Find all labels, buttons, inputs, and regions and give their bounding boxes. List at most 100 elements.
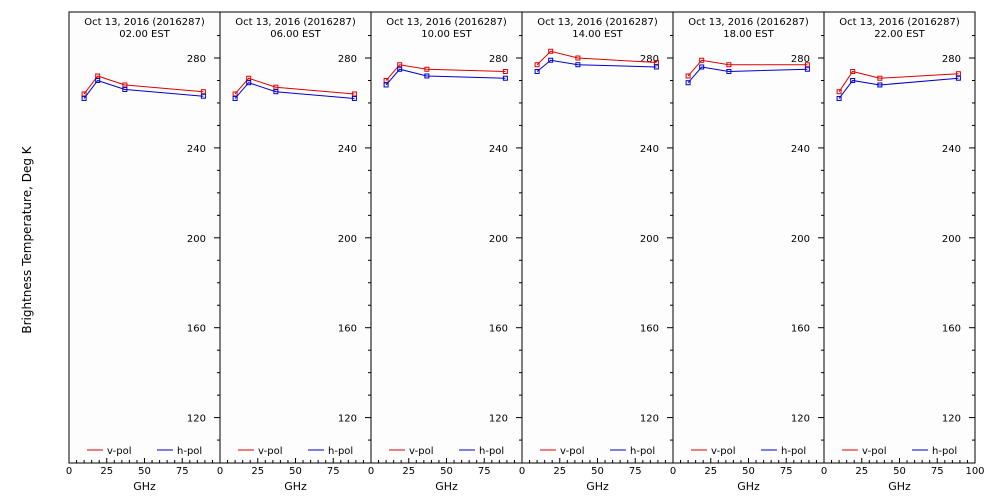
panel-title-time: 22.00 EST <box>874 29 925 40</box>
legend-label-h-pol: h-pol <box>630 446 655 457</box>
x-tick-label: 0 <box>670 466 676 477</box>
panel-title-date: Oct 13, 2016 (2016287) <box>386 17 507 28</box>
x-tick-label: 100 <box>965 466 984 477</box>
x-tick-label: 50 <box>138 466 151 477</box>
data-point-h-pol <box>95 77 101 83</box>
data-point-h-pol <box>804 66 810 72</box>
y-tick-label: 280 <box>187 54 206 65</box>
x-axis-label: GHz <box>737 480 760 493</box>
panel-title-time: 02.00 EST <box>119 29 170 40</box>
y-tick-label: 160 <box>187 324 206 335</box>
panel-frame <box>521 11 674 464</box>
series-line-v-pol <box>536 50 657 66</box>
panel-title-time: 06.00 EST <box>270 29 321 40</box>
panel-title-time: 10.00 EST <box>421 29 472 40</box>
data-point-h-pol <box>383 82 389 88</box>
y-tick-label: 120 <box>942 414 961 425</box>
panel-4: Oct 13, 2016 (2016287)14.00 EST 120 160 200… <box>519 11 674 493</box>
data-point-v-pol <box>575 55 581 61</box>
x-tick-label: 50 <box>440 466 453 477</box>
y-tick-label: 240 <box>942 144 961 155</box>
x-tick-label: 25 <box>251 466 264 477</box>
data-point-h-pol <box>850 77 856 83</box>
x-tick-label: 50 <box>591 466 604 477</box>
y-tick-label: 120 <box>489 414 508 425</box>
legend-label-h-pol: h-pol <box>781 446 806 457</box>
panel-title-date: Oct 13, 2016 (2016287) <box>688 17 809 28</box>
data-point-h-pol <box>534 68 540 74</box>
legend-label-h-pol: h-pol <box>328 446 353 457</box>
panel-frame <box>370 11 523 464</box>
y-tick-label: 160 <box>338 324 357 335</box>
series-line-v-pol <box>838 70 959 92</box>
data-point-h-pol <box>836 95 842 101</box>
data-point-v-pol <box>424 66 430 72</box>
legend-label-h-pol: h-pol <box>479 446 504 457</box>
y-tick-label: 240 <box>338 144 357 155</box>
series-line-h-pol <box>536 59 657 72</box>
y-tick-label: 160 <box>640 324 659 335</box>
data-point-h-pol <box>653 64 659 70</box>
y-tick-label: 200 <box>791 234 810 245</box>
x-tick-label: 75 <box>176 466 189 477</box>
series-line-h-pol <box>234 82 355 99</box>
series-line-v-pol <box>83 75 204 95</box>
y-tick-label: 160 <box>942 324 961 335</box>
x-tick-label: 0 <box>821 466 827 477</box>
x-tick-label: 75 <box>931 466 944 477</box>
x-tick-label: 0 <box>519 466 525 477</box>
x-tick-label: 25 <box>855 466 868 477</box>
series-line-h-pol <box>385 68 506 86</box>
x-tick-label: 25 <box>402 466 415 477</box>
x-axis-label: GHz <box>133 480 156 493</box>
legend-label-v-pol: v-pol <box>409 446 434 457</box>
x-axis-label: GHz <box>586 480 609 493</box>
data-point-h-pol <box>273 89 279 95</box>
panel-frame <box>672 11 825 464</box>
y-tick-label: 280 <box>489 54 508 65</box>
y-tick-label: 200 <box>640 234 659 245</box>
x-tick-label: 0 <box>368 466 374 477</box>
panel-6: Oct 13, 2016 (2016287)22.00 EST 120 160 200… <box>821 11 985 493</box>
panel-title-date: Oct 13, 2016 (2016287) <box>537 17 658 28</box>
legend-label-v-pol: v-pol <box>560 446 585 457</box>
data-point-h-pol <box>397 66 403 72</box>
data-point-h-pol <box>424 73 430 79</box>
data-point-h-pol <box>955 75 961 81</box>
x-tick-label: 0 <box>217 466 223 477</box>
data-point-h-pol <box>122 86 128 92</box>
y-tick-label: 200 <box>489 234 508 245</box>
x-tick-label: 25 <box>704 466 717 477</box>
data-point-h-pol <box>877 82 883 88</box>
legend-label-h-pol: h-pol <box>932 446 957 457</box>
data-point-h-pol <box>351 95 357 101</box>
y-tick-label: 280 <box>942 54 961 65</box>
y-tick-label: 240 <box>791 144 810 155</box>
x-axis-label: GHz <box>284 480 307 493</box>
panel-2: Oct 13, 2016 (2016287)06.00 EST 120 160 200… <box>217 11 372 493</box>
y-axis-label: Brightness Temperature, Deg K <box>20 145 34 333</box>
y-tick-label: 200 <box>187 234 206 245</box>
panel-title-time: 14.00 EST <box>572 29 623 40</box>
y-tick-label: 120 <box>791 414 810 425</box>
x-tick-label: 75 <box>478 466 491 477</box>
panel-3: Oct 13, 2016 (2016287)10.00 EST 120 160 200… <box>368 11 523 493</box>
panel-title-date: Oct 13, 2016 (2016287) <box>84 17 205 28</box>
series-line-h-pol <box>838 77 959 99</box>
data-point-v-pol <box>699 57 705 63</box>
chart-panels: Oct 13, 2016 (2016287)02.00 EST120160200… <box>66 11 985 493</box>
series-line-h-pol <box>83 79 204 99</box>
y-tick-label: 160 <box>489 324 508 335</box>
series-line-v-pol <box>234 77 355 95</box>
x-tick-label: 25 <box>553 466 566 477</box>
x-tick-label: 50 <box>742 466 755 477</box>
y-tick-label: 240 <box>187 144 206 155</box>
panel-5: Oct 13, 2016 (2016287)18.00 EST 120 160 200… <box>670 11 825 493</box>
y-tick-label: 240 <box>489 144 508 155</box>
x-axis-label: GHz <box>435 480 458 493</box>
data-point-v-pol <box>877 75 883 81</box>
y-tick-label: 240 <box>640 144 659 155</box>
series-line-v-pol <box>385 64 506 81</box>
x-tick-label: 50 <box>289 466 302 477</box>
y-tick-label: 280 <box>640 54 659 65</box>
